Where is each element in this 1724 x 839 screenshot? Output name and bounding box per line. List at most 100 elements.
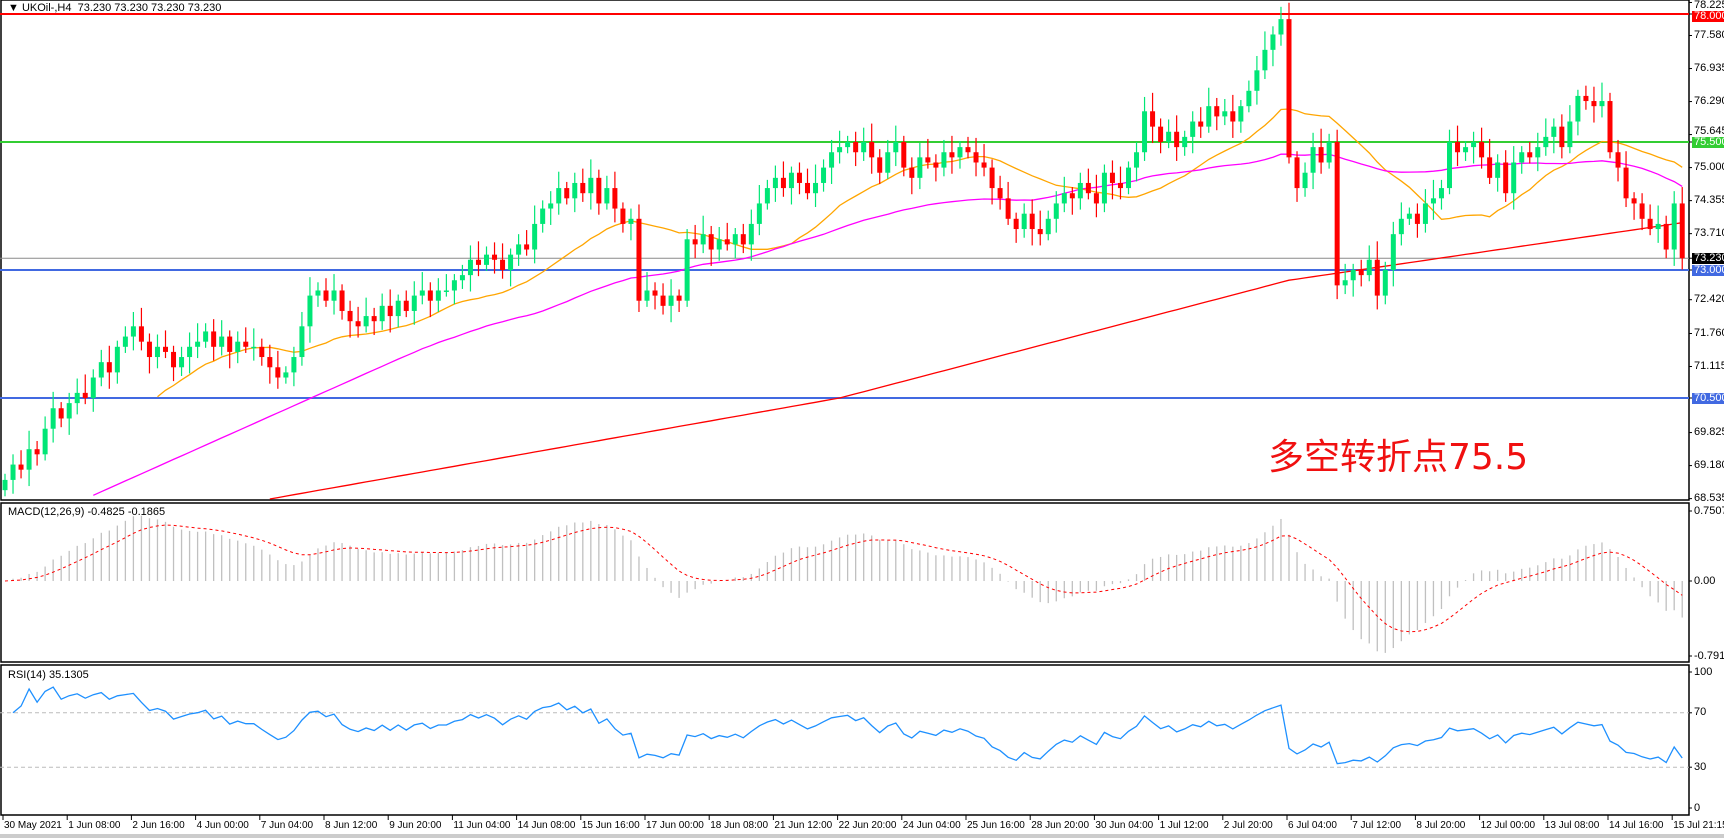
candle-bear <box>1109 172 1115 183</box>
time-axis-label: 24 Jun 04:00 <box>902 820 961 831</box>
candle-bull <box>716 239 722 250</box>
candle-bull <box>1206 106 1212 127</box>
candle-bull <box>1671 203 1677 250</box>
candle-bull <box>443 290 449 292</box>
candle-bull <box>299 326 305 358</box>
candle-bull <box>1543 136 1549 148</box>
candle-bear <box>740 234 746 245</box>
candle-bull <box>756 203 762 224</box>
macd-axis-label: -0.7918 <box>1694 649 1724 662</box>
level-price-tag: 73.000 <box>1692 264 1724 276</box>
candle-bull <box>315 290 321 296</box>
candle-bull <box>588 177 594 194</box>
candle-bull <box>1166 131 1172 142</box>
candle-bear <box>796 172 802 183</box>
candle-bull <box>644 290 650 301</box>
price-axis-label: 68.535 <box>1694 492 1724 505</box>
candle-bear <box>1607 101 1613 153</box>
time-axis-label: 7 Jun 04:00 <box>260 820 314 831</box>
candle-bull <box>1302 172 1308 189</box>
candle-bear <box>1085 182 1091 194</box>
candle-bear <box>1005 198 1011 219</box>
candle-bull <box>772 177 778 189</box>
candle-bull <box>451 280 457 291</box>
candle-bear <box>475 259 481 265</box>
candle-bull <box>1077 182 1083 199</box>
candle-bull <box>764 188 770 204</box>
candle-bull <box>484 254 489 265</box>
candle-bear <box>138 326 144 342</box>
level-price-tag: 75.500 <box>1692 136 1724 148</box>
candle-bear <box>965 147 971 153</box>
candle-bear <box>1623 167 1629 199</box>
time-axis-label: 11 Jun 04:00 <box>453 820 511 831</box>
candle-bear <box>1029 213 1035 230</box>
candle-bear <box>1414 213 1420 224</box>
candle-bull <box>251 346 257 349</box>
candle-bull <box>813 182 819 194</box>
candle-bull <box>861 142 867 153</box>
candle-bull <box>532 223 538 250</box>
candle-bull <box>114 346 120 373</box>
candle-bear <box>708 234 714 250</box>
candle-bull <box>467 259 473 276</box>
candle-bull <box>379 305 385 322</box>
candle-bear <box>355 321 361 327</box>
candle-bull <box>1406 213 1412 219</box>
price-axis-label: 76.290 <box>1694 95 1724 108</box>
candle-bear <box>652 290 658 296</box>
candle-bull <box>195 341 201 347</box>
time-axis-label: 2 Jul 20:00 <box>1223 820 1273 831</box>
candle-bull <box>1021 213 1027 230</box>
rsi-axis-label: 100 <box>1694 665 1713 678</box>
candle-bull <box>419 290 425 296</box>
time-axis-label: 12 Jul 00:00 <box>1480 820 1536 831</box>
candle-bear <box>1647 218 1653 230</box>
candle-bear <box>724 239 730 245</box>
candle-bear <box>106 362 112 373</box>
candle-bear <box>243 341 249 347</box>
candle-bear <box>909 167 915 178</box>
candle-bull <box>957 147 963 158</box>
symbol-header: ▼ UKOil-,H4 73.230 73.230 73.230 73.230 <box>8 2 221 14</box>
candle-bear <box>267 357 273 368</box>
macd-axis-label: 0.00 <box>1694 574 1716 587</box>
candle-bull <box>435 290 441 301</box>
candle-bear <box>1013 218 1019 230</box>
candle-bear <box>1198 121 1204 127</box>
price-axis-label: 78.225 <box>1694 0 1724 11</box>
macd-label: MACD(12,26,9) -0.4825 -0.1865 <box>8 506 166 518</box>
candle-bear <box>636 218 642 301</box>
time-axis-label: 7 Jul 12:00 <box>1352 820 1402 831</box>
candle-bear <box>1527 152 1533 158</box>
price-panel <box>0 0 1690 501</box>
time-axis-label: 21 Jun 12:00 <box>774 820 833 831</box>
candle-bear <box>1286 19 1292 158</box>
candle-bull <box>154 346 160 358</box>
candle-bear <box>524 244 530 250</box>
candle-bull <box>1471 142 1477 148</box>
candle-bear <box>34 449 40 455</box>
candle-bull <box>1238 106 1244 122</box>
time-axis-label: 18 Jun 08:00 <box>710 820 769 831</box>
time-axis-label: 9 Jun 20:00 <box>389 820 442 831</box>
candle-bull <box>1599 101 1605 107</box>
candle-bull <box>548 203 554 209</box>
dropdown-triangle-icon[interactable]: ▼ <box>8 2 19 14</box>
price-axis-label: 74.355 <box>1694 194 1724 207</box>
candle-bear <box>869 142 875 158</box>
candle-bear <box>82 392 88 398</box>
candle-bull <box>748 223 754 245</box>
candle-bull <box>26 449 32 470</box>
candle-bull <box>893 142 899 153</box>
candle-bear <box>1158 126 1164 142</box>
candle-bull <box>1438 188 1444 199</box>
candle-bear <box>1037 229 1043 235</box>
candle-bear <box>925 157 931 163</box>
candle-bull <box>788 172 794 189</box>
candle-bull <box>1495 162 1501 178</box>
candle-bull <box>1447 142 1452 189</box>
rsi-line <box>12 686 1683 765</box>
candle-bear <box>1069 193 1075 199</box>
